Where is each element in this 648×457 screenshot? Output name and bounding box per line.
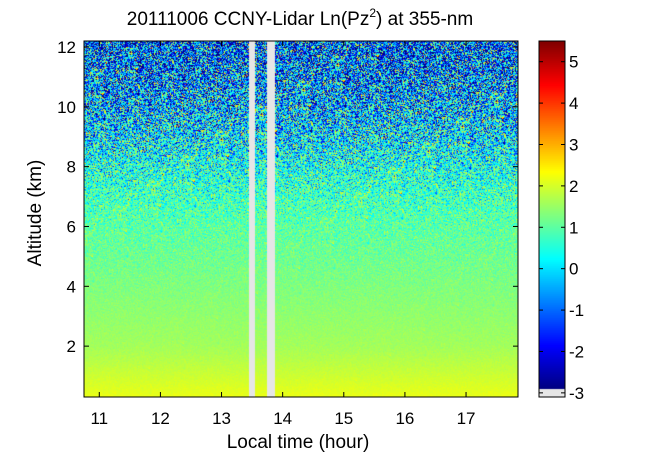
x-tick-label: 13 [212,409,231,428]
colorbar-axis: -3 -2 -1 0 1 2 3 4 5 [539,53,584,403]
colorbar-tick-label: 5 [569,53,578,72]
x-axis-label: Local time (hour) [227,432,370,453]
x-tick-label: 11 [90,409,108,428]
title-main: 20111006 CCNY-Lidar Ln(Pz [127,9,370,30]
colorbar-tick-label: 2 [569,177,578,196]
y-tick-label: 4 [67,277,76,296]
y-tick-label: 12 [57,38,76,57]
x-tick-label: 17 [457,409,476,428]
y-tick-label: 8 [67,158,76,177]
colorbar-tick-label: -2 [569,342,584,361]
title-superscript: 2 [369,6,376,20]
chart-title: 20111006 CCNY-Lidar Ln(Pz2) at 355-nm [127,6,473,30]
y-tick-label: 10 [57,98,76,117]
title-end: ) at 355-nm [376,9,473,30]
heatmap-container [84,41,518,397]
colorbar-canvas [539,41,565,397]
x-tick-label: 14 [273,409,292,428]
x-tick-label: 12 [151,409,170,428]
x-tick-label: 15 [334,409,353,428]
y-tick-label: 2 [67,337,76,356]
y-axis-label: Altitude (km) [25,160,46,267]
colorbar-tick-label: -3 [569,384,584,403]
colorbar-tick-label: 0 [569,260,578,279]
y-tick-label: 6 [67,217,76,236]
colorbar-tick-label: 4 [569,94,578,113]
heatmap-canvas [84,41,518,397]
colorbar-frame [538,40,566,398]
colorbar-tick-label: -1 [569,301,584,320]
colorbar-tick-label: 1 [569,218,578,237]
x-tick-label: 16 [395,409,414,428]
y-axis: 2 4 6 8 10 12 [57,38,518,356]
colorbar-container [539,41,565,397]
plot-frame [83,40,519,398]
colorbar-tick-label: 3 [569,135,578,154]
x-axis: 11 12 13 14 15 16 17 [90,41,476,428]
